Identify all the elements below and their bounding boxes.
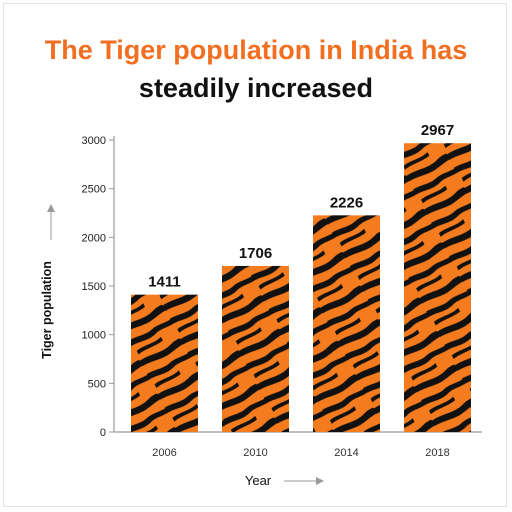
y-tick-label: 1000	[82, 330, 106, 342]
x-tick-label-2014: 2014	[334, 447, 358, 459]
y-tick-label: 0	[100, 427, 106, 439]
bar-2006	[131, 294, 198, 432]
y-tick-label: 2000	[82, 232, 106, 244]
y-tick-label: 3000	[82, 135, 106, 147]
data-label-2006: 1411	[148, 274, 181, 291]
data-label-2014: 2226	[330, 194, 363, 211]
bar-2014	[313, 215, 380, 432]
bar-2018	[404, 143, 471, 432]
x-tick-label-2018: 2018	[425, 447, 449, 459]
x-axis-title: Year	[245, 473, 272, 488]
chart-title-line-2: steadily increased	[138, 73, 374, 103]
x-tick-label-2010: 2010	[243, 447, 267, 459]
y-tick-label: 1500	[82, 281, 106, 293]
chart-title-line-1: The Tiger population in India has	[44, 35, 468, 65]
y-axis-title: Tiger population	[40, 261, 54, 359]
y-axis-arrow-icon	[47, 204, 55, 212]
data-label-2018: 2967	[421, 122, 454, 139]
y-tick-label: 500	[88, 378, 106, 390]
bar-2010	[222, 265, 289, 432]
x-axis-arrow-icon	[316, 477, 324, 485]
y-tick-label: 2500	[82, 184, 106, 196]
x-tick-label-2006: 2006	[152, 447, 176, 459]
data-label-2010: 1706	[239, 245, 272, 262]
